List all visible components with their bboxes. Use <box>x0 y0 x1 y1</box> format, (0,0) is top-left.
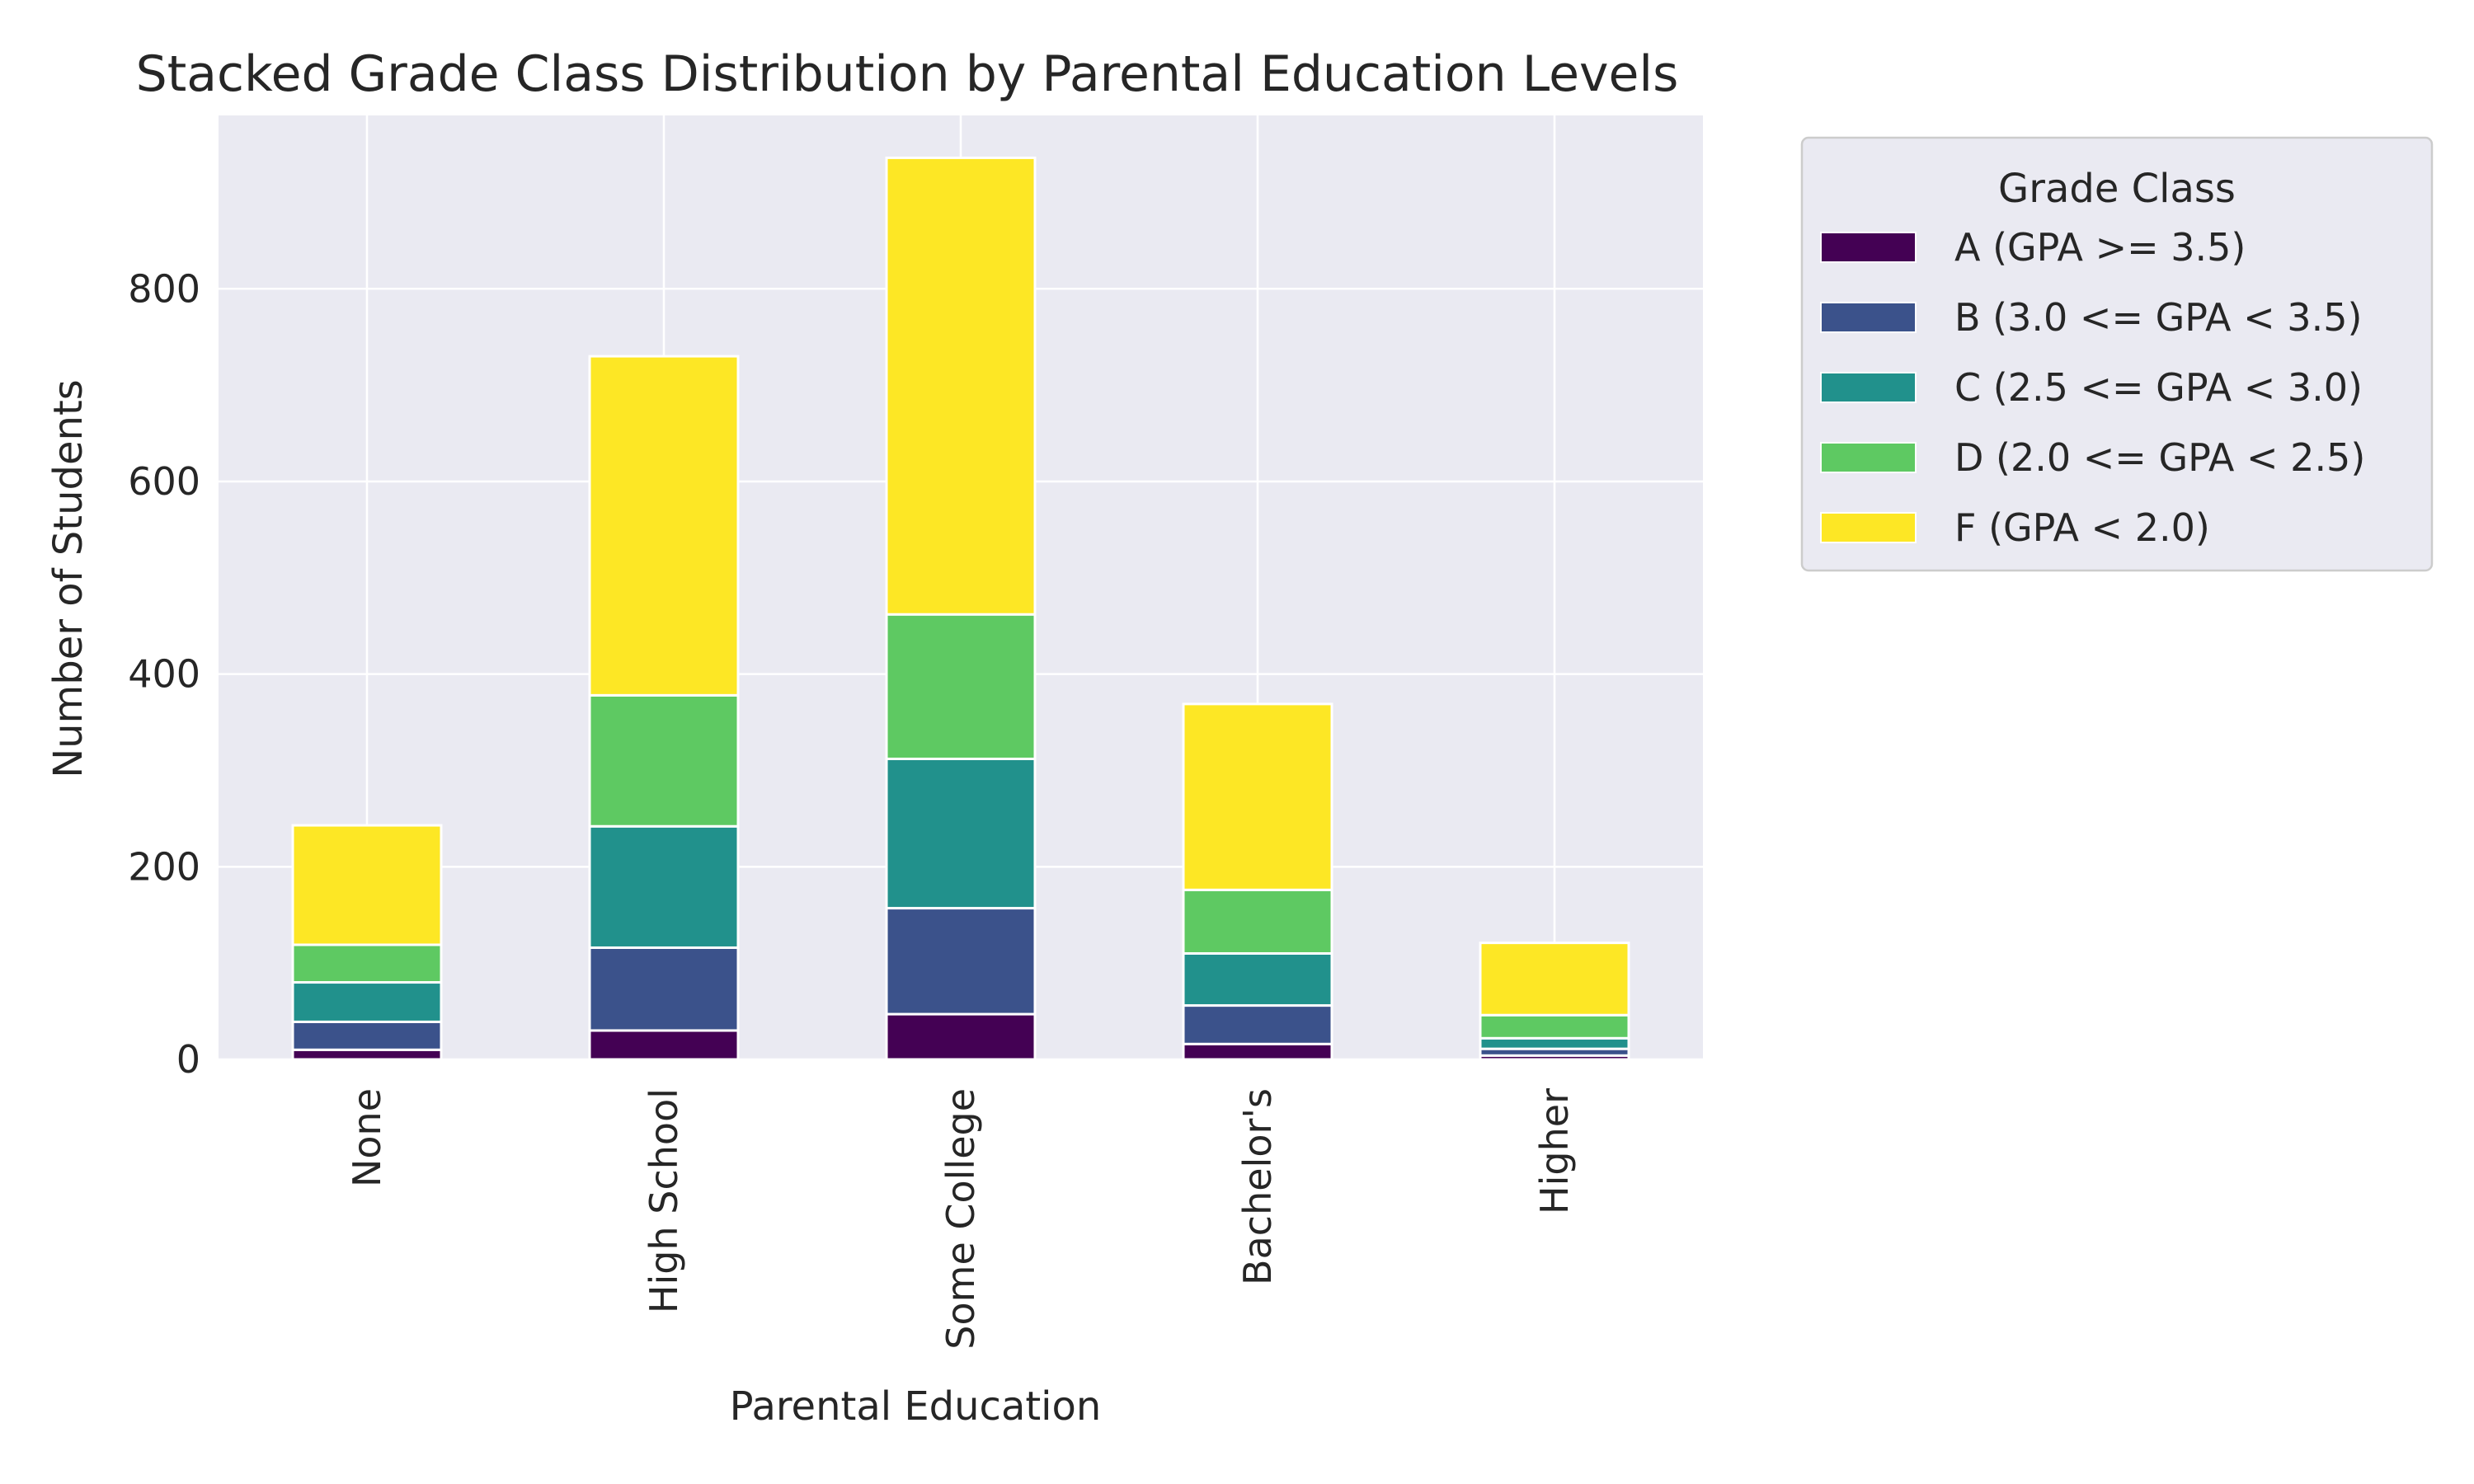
legend-swatch <box>1820 302 1917 333</box>
legend-title: Grade Class <box>1998 166 2236 212</box>
legend-label: B (3.0 <= GPA < 3.5) <box>1954 295 2362 340</box>
legend-swatch <box>1820 232 1917 263</box>
y-axis-ticks: 0 200 400 600 800 <box>128 266 200 1082</box>
bar-segment <box>1182 1004 1333 1045</box>
bar-segment <box>885 757 1037 910</box>
bar-segment <box>588 1029 740 1061</box>
legend-swatch <box>1820 372 1917 403</box>
bar-segment <box>1479 1013 1630 1040</box>
bar-segment <box>885 613 1037 760</box>
bar-segment <box>885 1012 1037 1061</box>
x-tick-label: High School <box>642 1088 686 1313</box>
bar-segment <box>588 355 740 697</box>
x-tick-label: None <box>345 1088 389 1187</box>
bar-segment <box>885 156 1037 616</box>
x-tick-label: Some College <box>938 1088 983 1350</box>
bar-segment <box>1182 888 1333 955</box>
legend-swatch <box>1820 512 1917 543</box>
bar-segment <box>1479 1036 1630 1050</box>
y-tick-label: 0 <box>176 1037 200 1082</box>
bar-segment <box>1182 1042 1333 1061</box>
legend-box <box>1800 136 2434 572</box>
bars <box>291 156 1630 1061</box>
legend-label: A (GPA >= 3.5) <box>1954 225 2246 270</box>
legend-swatch <box>1820 442 1917 473</box>
bar-segment <box>588 824 740 949</box>
bar-segment <box>1182 702 1333 891</box>
y-axis-title: Number of Students <box>45 379 92 778</box>
y-tick-label: 800 <box>128 266 200 311</box>
legend-label: D (2.0 <= GPA < 2.5) <box>1954 435 2365 480</box>
x-axis-ticks: None High School Some College Bachelor's Hig… <box>345 1088 1577 1350</box>
x-tick-label: Bachelor's <box>1235 1088 1280 1285</box>
bar-segment <box>291 824 443 946</box>
legend-label: C (2.5 <= GPA < 3.0) <box>1954 365 2363 410</box>
bar-segment <box>1182 951 1333 1007</box>
bar-segment <box>588 946 740 1032</box>
legend-label: F (GPA < 2.0) <box>1954 505 2210 550</box>
y-tick-label: 600 <box>128 459 200 504</box>
bar-segment <box>291 1048 443 1061</box>
legend: Grade Class A (GPA >= 3.5) B (3.0 <= GPA … <box>1800 136 2434 572</box>
x-tick-label: Higher <box>1532 1088 1577 1214</box>
bar-segment <box>291 981 443 1023</box>
bar-segment <box>1479 942 1630 1017</box>
bar-segment <box>885 907 1037 1016</box>
bar-segment <box>291 1020 443 1051</box>
bar-segment <box>588 693 740 828</box>
legend-items: A (GPA >= 3.5) B (3.0 <= GPA < 3.5) C (2.5… <box>1820 225 2365 550</box>
x-axis-title: Parental Education <box>730 1383 1102 1430</box>
bar-segment <box>291 943 443 984</box>
y-tick-label: 200 <box>128 844 200 889</box>
chart-title: Stacked Grade Class Distribution by Pare… <box>136 45 1679 103</box>
y-tick-label: 400 <box>128 652 200 697</box>
